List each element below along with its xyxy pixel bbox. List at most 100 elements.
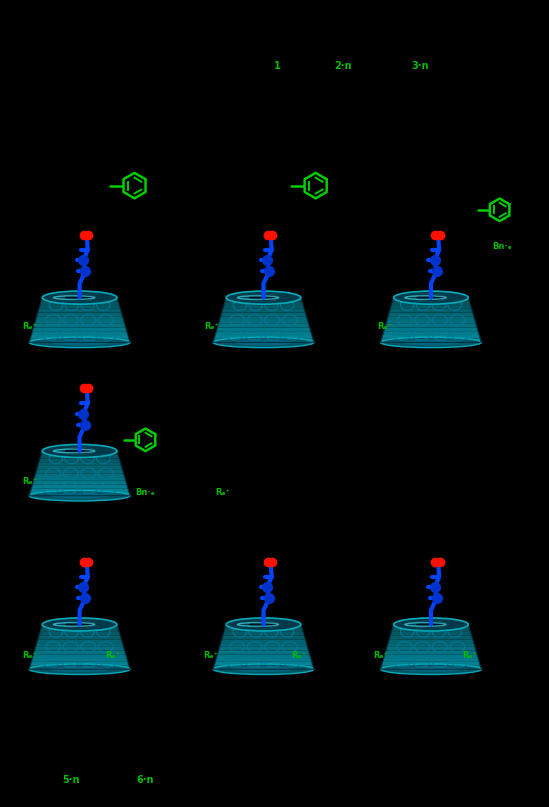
Polygon shape: [38, 462, 121, 466]
Ellipse shape: [248, 294, 279, 301]
Polygon shape: [213, 339, 314, 342]
Polygon shape: [37, 312, 122, 316]
Text: 2·n: 2·n: [334, 61, 352, 71]
Text: Rₑ⁺: Rₑ⁺: [215, 487, 230, 497]
Polygon shape: [223, 305, 304, 309]
Polygon shape: [382, 662, 480, 666]
Text: Rₑ⁺: Rₑ⁺: [203, 650, 218, 660]
Polygon shape: [380, 666, 481, 669]
Ellipse shape: [213, 337, 314, 348]
Text: Rₑ⁺: Rₑ⁺: [23, 477, 38, 487]
Text: Rₑ⁺: Rₑ⁺: [292, 650, 307, 660]
Polygon shape: [384, 328, 478, 331]
Polygon shape: [219, 647, 309, 650]
Ellipse shape: [64, 447, 96, 454]
Polygon shape: [388, 639, 474, 643]
Polygon shape: [215, 331, 312, 335]
Polygon shape: [380, 339, 481, 342]
Polygon shape: [32, 328, 127, 331]
Polygon shape: [388, 312, 474, 316]
Polygon shape: [216, 328, 311, 331]
Ellipse shape: [42, 618, 117, 631]
Text: 5·n: 5·n: [63, 775, 80, 784]
Polygon shape: [225, 298, 302, 301]
Ellipse shape: [415, 621, 447, 628]
Ellipse shape: [233, 667, 294, 672]
Ellipse shape: [218, 669, 309, 673]
Polygon shape: [30, 662, 129, 666]
Polygon shape: [37, 466, 122, 470]
Polygon shape: [214, 662, 313, 666]
Polygon shape: [219, 320, 309, 324]
Ellipse shape: [218, 342, 309, 346]
Text: Rₑ⁺: Rₑ⁺: [105, 650, 120, 660]
Polygon shape: [214, 335, 313, 339]
Polygon shape: [32, 481, 127, 484]
Polygon shape: [216, 654, 311, 658]
Text: 6·n: 6·n: [137, 775, 154, 784]
Polygon shape: [390, 305, 472, 309]
Ellipse shape: [401, 667, 461, 672]
Polygon shape: [220, 316, 307, 320]
Polygon shape: [40, 628, 119, 632]
Text: 1: 1: [274, 61, 281, 71]
Ellipse shape: [394, 291, 468, 304]
Polygon shape: [391, 301, 470, 305]
Polygon shape: [383, 331, 479, 335]
Polygon shape: [41, 451, 118, 454]
Polygon shape: [32, 654, 127, 658]
Polygon shape: [221, 639, 306, 643]
Polygon shape: [33, 650, 126, 654]
Ellipse shape: [42, 291, 117, 304]
Polygon shape: [35, 647, 125, 650]
Ellipse shape: [415, 294, 447, 301]
Text: Rₑ⁺: Rₑ⁺: [373, 650, 389, 660]
Text: Rₑ⁺: Rₑ⁺: [462, 650, 477, 660]
Polygon shape: [36, 643, 124, 647]
Polygon shape: [215, 658, 312, 662]
Polygon shape: [223, 632, 304, 636]
Ellipse shape: [226, 618, 301, 631]
Ellipse shape: [34, 342, 125, 346]
Polygon shape: [41, 625, 118, 628]
Ellipse shape: [385, 342, 477, 346]
Polygon shape: [386, 320, 476, 324]
Polygon shape: [29, 666, 130, 669]
Polygon shape: [213, 666, 314, 669]
Polygon shape: [35, 320, 125, 324]
Ellipse shape: [233, 340, 294, 345]
Text: Rₑ⁺: Rₑ⁺: [23, 322, 38, 332]
Ellipse shape: [64, 294, 96, 301]
Ellipse shape: [34, 495, 125, 500]
Ellipse shape: [226, 291, 301, 304]
Polygon shape: [390, 632, 472, 636]
Ellipse shape: [29, 337, 130, 348]
Polygon shape: [382, 335, 480, 339]
Ellipse shape: [42, 445, 117, 458]
Ellipse shape: [213, 664, 314, 675]
Polygon shape: [30, 335, 129, 339]
Polygon shape: [36, 316, 124, 320]
Ellipse shape: [34, 669, 125, 673]
Ellipse shape: [380, 664, 481, 675]
Ellipse shape: [64, 621, 96, 628]
Ellipse shape: [248, 621, 279, 628]
Ellipse shape: [401, 340, 461, 345]
Polygon shape: [383, 658, 479, 662]
Polygon shape: [224, 628, 303, 632]
Polygon shape: [393, 298, 469, 301]
Ellipse shape: [394, 618, 468, 631]
Polygon shape: [221, 312, 306, 316]
Polygon shape: [222, 309, 305, 312]
Polygon shape: [38, 636, 121, 639]
Polygon shape: [31, 658, 128, 662]
Text: 3·n: 3·n: [411, 61, 429, 71]
Polygon shape: [393, 625, 469, 628]
Polygon shape: [386, 647, 476, 650]
Ellipse shape: [380, 337, 481, 348]
Polygon shape: [31, 484, 128, 488]
Polygon shape: [33, 324, 126, 328]
Polygon shape: [387, 643, 475, 647]
Polygon shape: [220, 643, 307, 647]
Ellipse shape: [385, 669, 477, 673]
